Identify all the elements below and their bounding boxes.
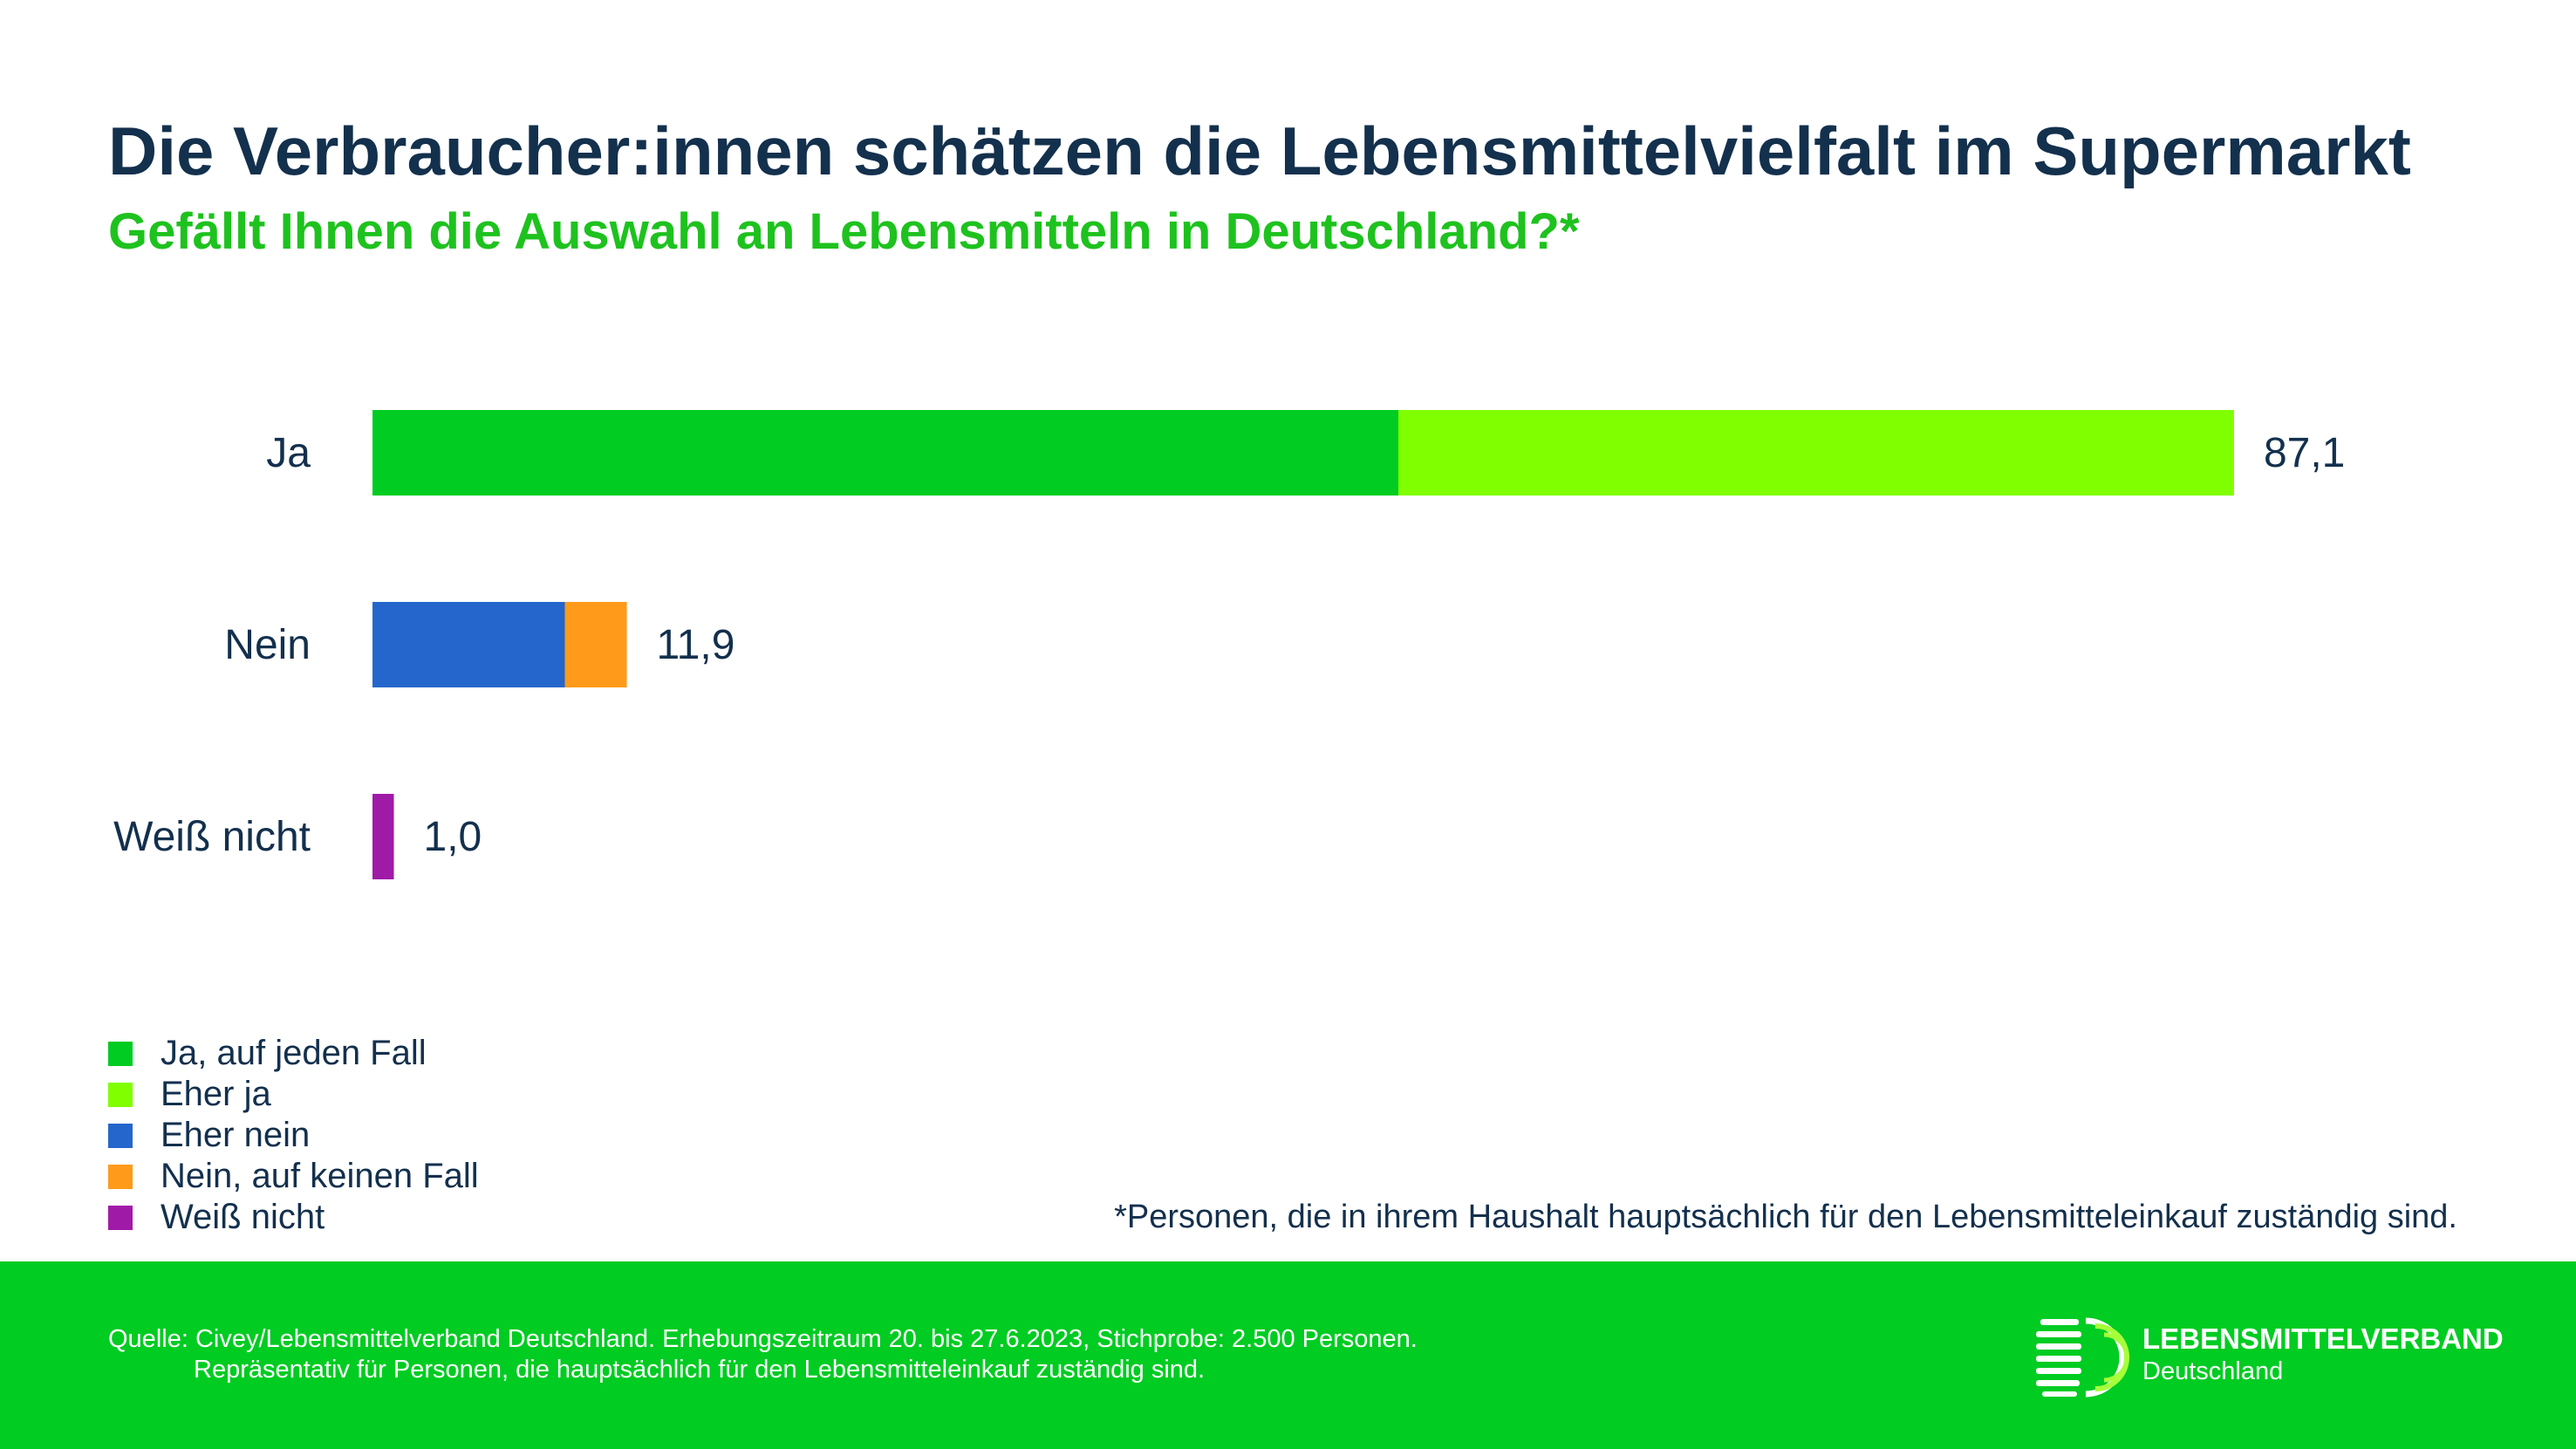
footnote: *Personen, die in ihrem Haushalt hauptsä… [1114, 1199, 2457, 1235]
legend-swatch [108, 1041, 133, 1066]
source-note: Quelle: Civey/Lebensmittelverband Deutsc… [108, 1324, 1418, 1385]
legend-item: Weiß nicht [108, 1197, 479, 1238]
total-value-label: 11,9 [657, 622, 735, 668]
category-label: Ja [266, 430, 311, 476]
legend-item: Ja, auf jeden Fall [108, 1033, 479, 1074]
source-line-1: Quelle: Civey/Lebensmittelverband Deutsc… [108, 1325, 1418, 1353]
legend-label: Eher nein [161, 1116, 311, 1154]
legend-item: Nein, auf keinen Fall [108, 1156, 479, 1197]
chart-title: Die Verbraucher:innen schätzen die Leben… [108, 113, 2411, 189]
footer-band: Quelle: Civey/Lebensmittelverband Deutsc… [0, 1261, 2576, 1449]
total-value-label: 87,1 [2264, 430, 2345, 476]
total-value-label: 1,0 [424, 814, 482, 860]
bar-segment [372, 602, 565, 687]
legend-label: Weiß nicht [161, 1198, 325, 1236]
source-line-2: Repräsentativ für Personen, die hauptsäc… [194, 1356, 1206, 1384]
lebensmittelverband-logo-icon [2036, 1317, 2129, 1398]
bar-segment [372, 410, 1398, 496]
bar-segment [372, 794, 394, 879]
legend-label: Eher ja [161, 1075, 271, 1113]
legend-label: Ja, auf jeden Fall [161, 1034, 427, 1072]
legend-label: Nein, auf keinen Fall [161, 1157, 479, 1195]
legend-swatch [108, 1082, 133, 1107]
chart-subtitle: Gefällt Ihnen die Auswahl an Lebensmitte… [108, 203, 1580, 260]
bar-segment [1398, 410, 2234, 496]
bar-segment [564, 602, 627, 687]
category-label: Weiß nicht [113, 814, 311, 860]
legend-item: Eher nein [108, 1115, 479, 1156]
bar-chart: Ja 87,1 Nein 11,9 Weiß nicht 1,0 [113, 410, 2345, 879]
chart-legend: Ja, auf jeden Fall Eher ja Eher nein Nein, … [108, 1033, 479, 1238]
legend-item: Eher ja [108, 1074, 479, 1115]
legend-swatch [108, 1123, 133, 1148]
legend-swatch [108, 1164, 133, 1189]
logo-subline: Deutschland [2142, 1357, 2284, 1385]
category-label: Nein [224, 622, 311, 668]
logo-wordmark: LEBENSMITTELVERBAND [2142, 1323, 2504, 1355]
legend-swatch [108, 1205, 133, 1230]
